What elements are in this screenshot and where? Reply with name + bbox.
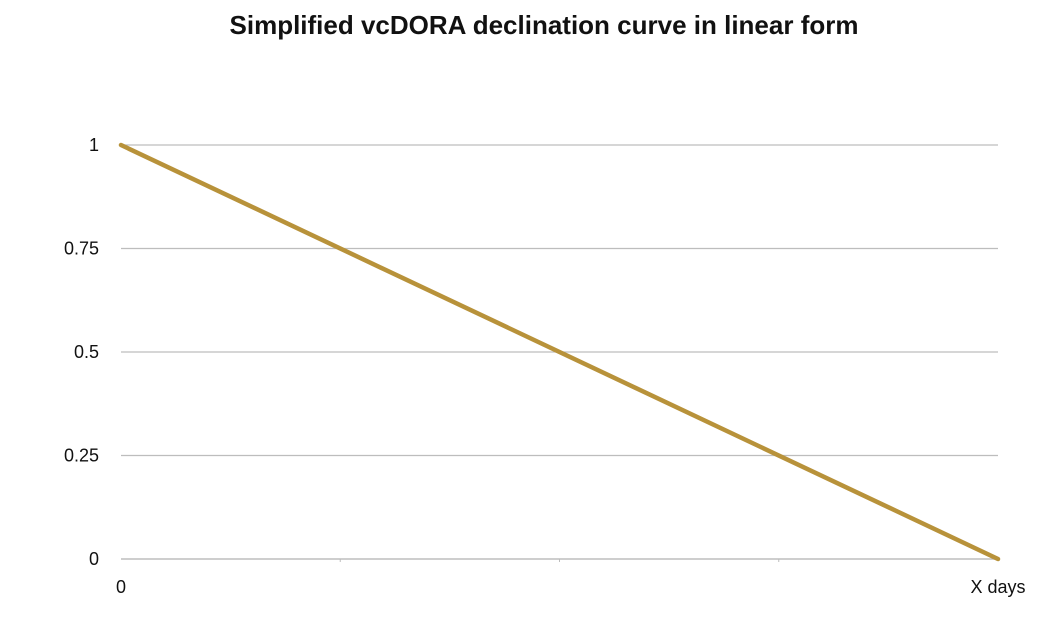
axis-layer — [121, 558, 998, 562]
y-tick-label: 0.25 — [64, 446, 99, 466]
y-tick-label: 0 — [89, 549, 99, 569]
grid-layer — [121, 144, 998, 457]
x-tick-label-start: 0 — [116, 577, 126, 597]
label-layer: 0 0.25 0.5 0.75 1 0 X days — [64, 135, 1026, 597]
y-tick-label: 1 — [89, 135, 99, 155]
series-line-vcdora — [118, 142, 1001, 562]
chart-title: Simplified vcDORA declination curve in l… — [229, 10, 859, 40]
y-tick-label: 0.5 — [74, 342, 99, 362]
x-tick-label-end: X days — [970, 577, 1025, 597]
series-layer — [118, 142, 1001, 562]
y-tick-label: 0.75 — [64, 239, 99, 259]
